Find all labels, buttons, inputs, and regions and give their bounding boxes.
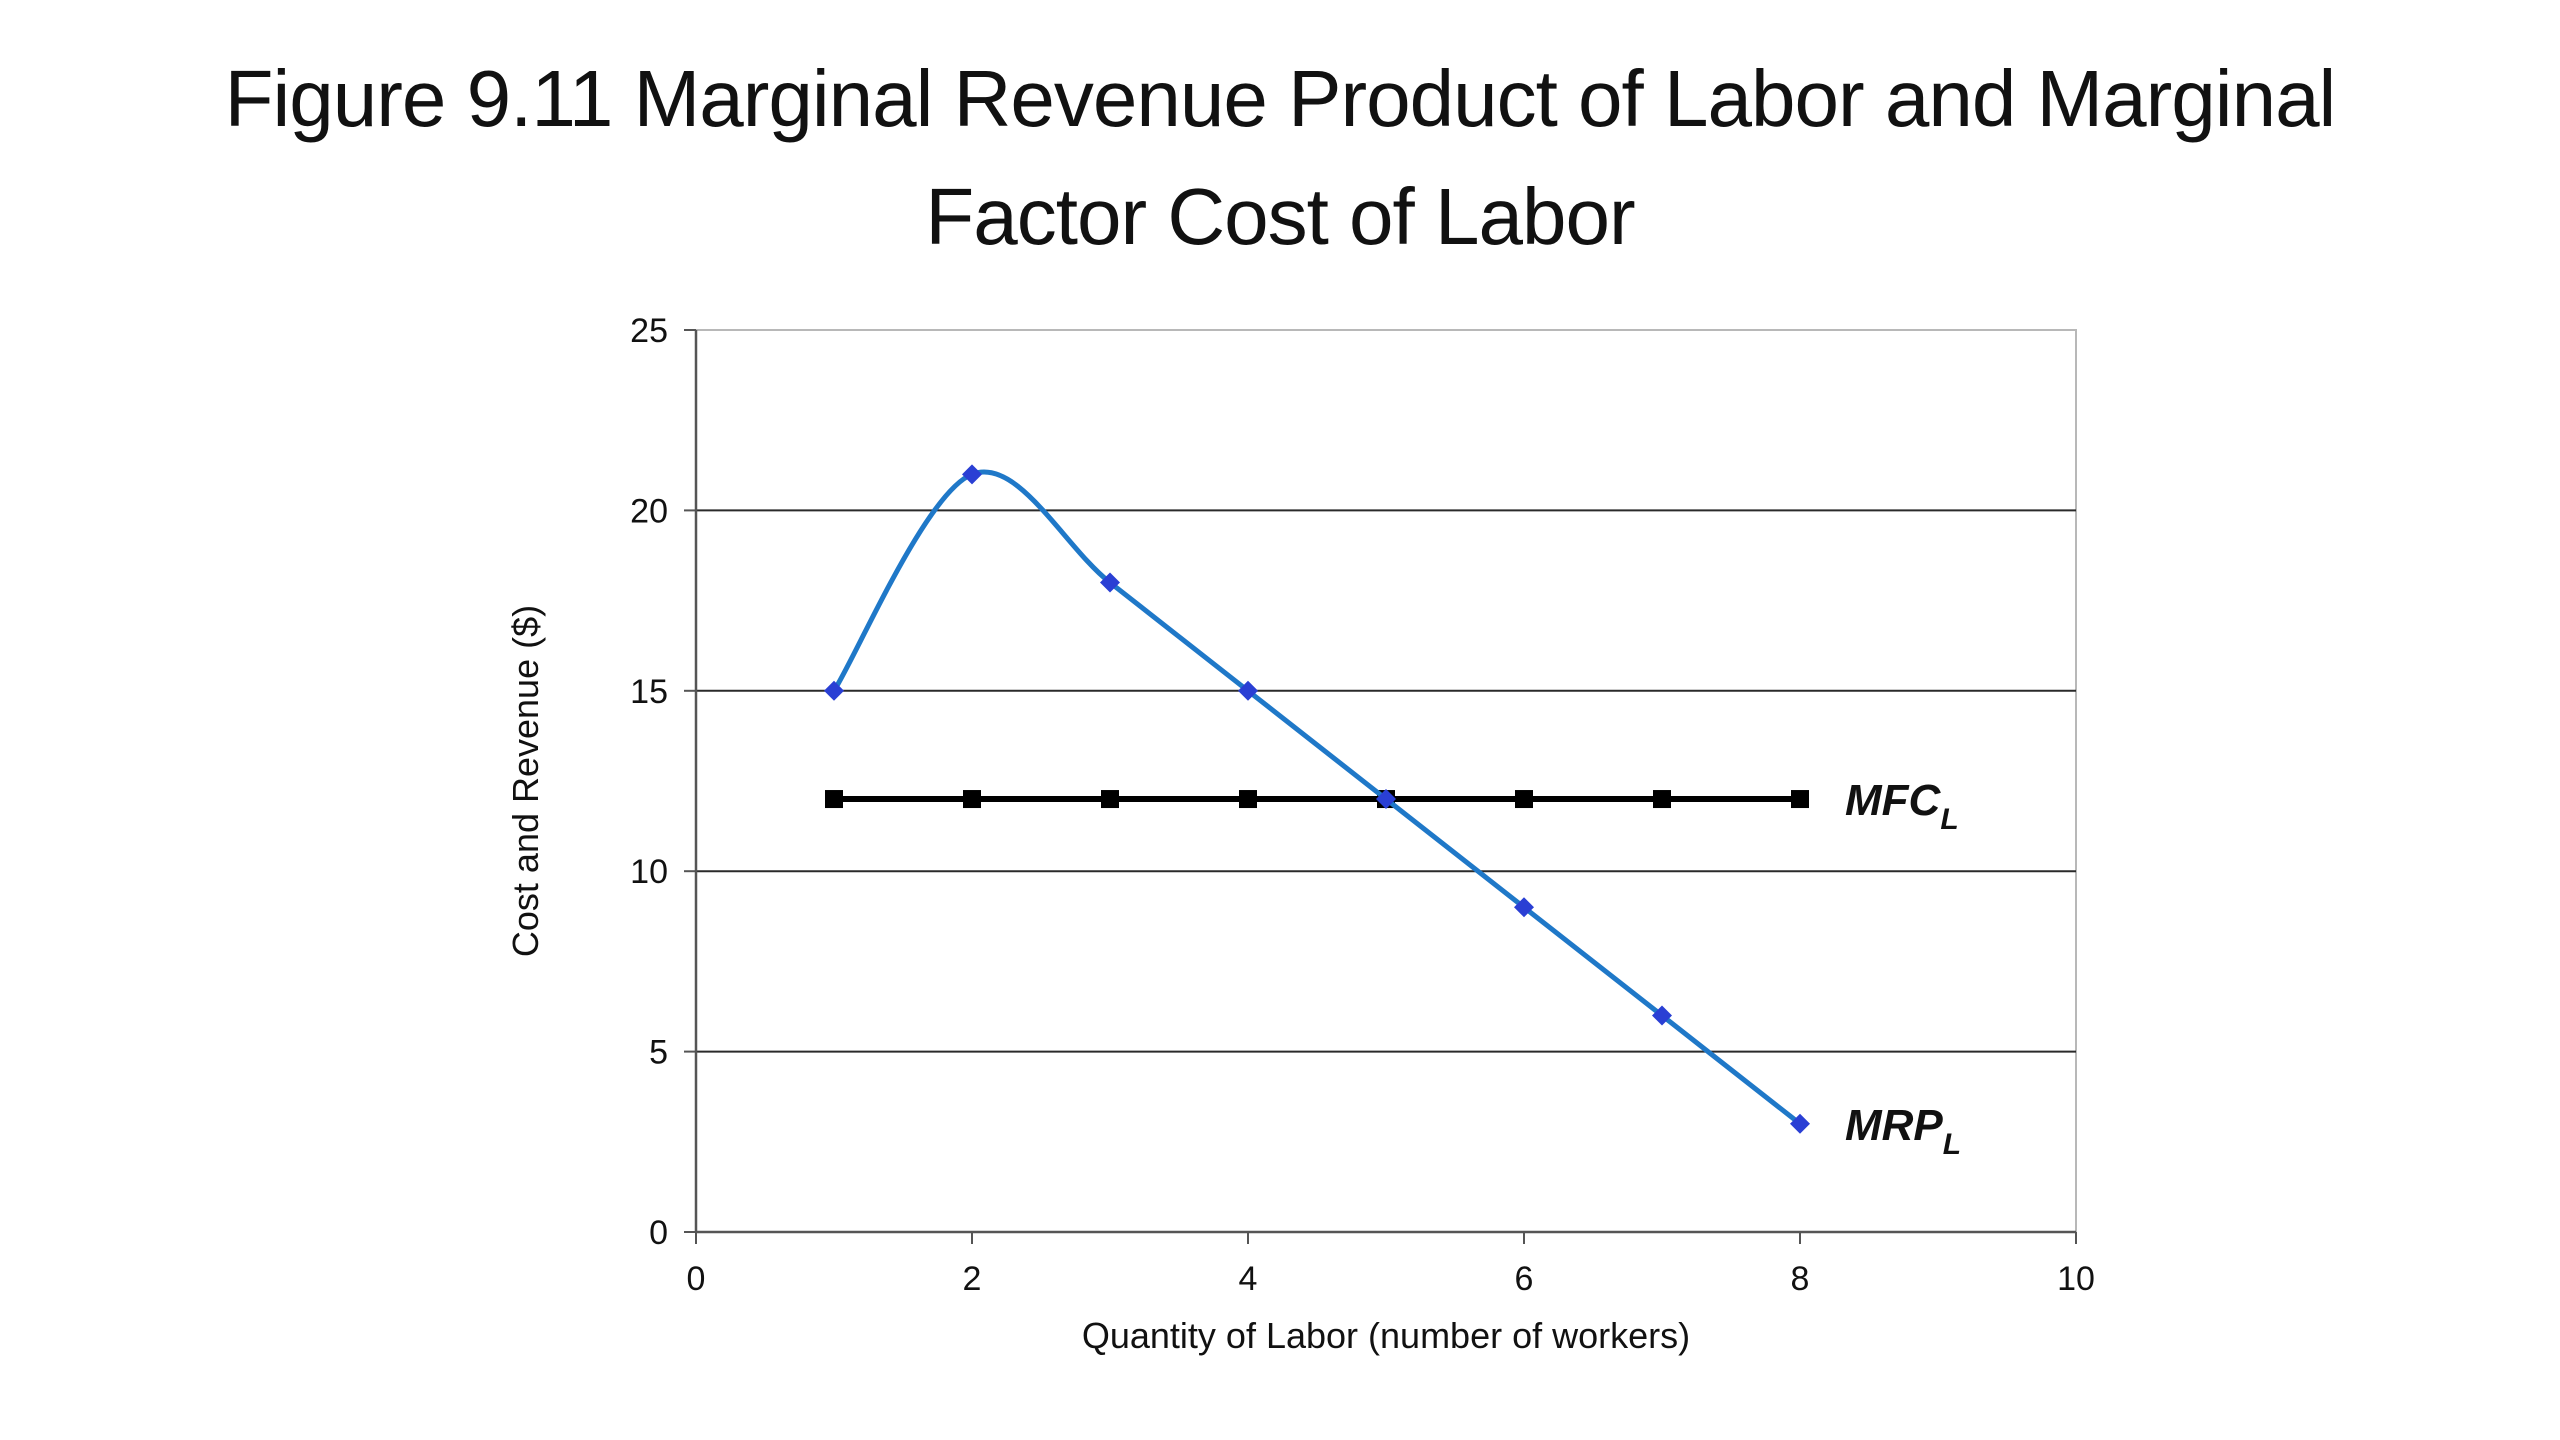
mfc-point	[963, 790, 981, 809]
y-axis-title: Cost and Revenue ($)	[505, 605, 546, 957]
mfc-point	[1791, 790, 1809, 809]
x-tick-label: 2	[963, 1260, 982, 1298]
slide-title-line-2: Factor Cost of Labor	[925, 172, 1635, 261]
slide-title-line-1: Figure 9.11 Marginal Revenue Product of …	[224, 54, 2337, 143]
mfc-point	[1653, 790, 1671, 809]
x-axis-title: Quantity of Labor (number of workers)	[1082, 1315, 1690, 1356]
mfc-label-subscript: L	[1940, 803, 1958, 836]
mrp-point	[824, 680, 844, 701]
y-tick-label: 20	[630, 492, 668, 530]
y-tick-label: 5	[649, 1034, 668, 1072]
mrp-label: MRPL	[1845, 1101, 1961, 1161]
slide-title: Figure 9.11 Marginal Revenue Product of …	[80, 40, 2480, 276]
mrp-point	[962, 464, 982, 485]
mfc-point	[1101, 790, 1119, 809]
y-tick-label: 25	[630, 312, 668, 350]
mrp-point	[1100, 572, 1120, 593]
series-layer	[824, 464, 1810, 1134]
x-tick-label: 4	[1239, 1260, 1258, 1298]
mrp-point	[1514, 897, 1534, 918]
mrp-label-subscript: L	[1943, 1128, 1961, 1161]
x-tick-label: 6	[1515, 1260, 1534, 1298]
x-tick-label: 10	[2057, 1260, 2095, 1298]
mfc-label: MFCL	[1845, 776, 1959, 836]
mrp-point	[1376, 789, 1396, 810]
mrp-point	[1790, 1113, 1810, 1134]
mfc-label-name: MFC	[1845, 776, 1942, 825]
x-tick-label: 8	[1791, 1260, 1810, 1298]
mrp-point	[1652, 1005, 1672, 1026]
y-tick-label: 0	[649, 1214, 668, 1252]
y-tick-label: 10	[630, 853, 668, 891]
x-tick-label: 0	[687, 1260, 706, 1298]
mfc-point	[1239, 790, 1257, 809]
mfc-point	[825, 790, 843, 809]
mrp-point	[1238, 680, 1258, 701]
mrp-label-name: MRP	[1845, 1101, 1943, 1150]
y-tick-label: 15	[630, 673, 668, 711]
axis-layer: 0 5 10 15 20 25 0 2 4 6 8 10 Quantity of Labor (numb…	[505, 312, 2095, 1356]
mfc-point	[1515, 790, 1533, 809]
